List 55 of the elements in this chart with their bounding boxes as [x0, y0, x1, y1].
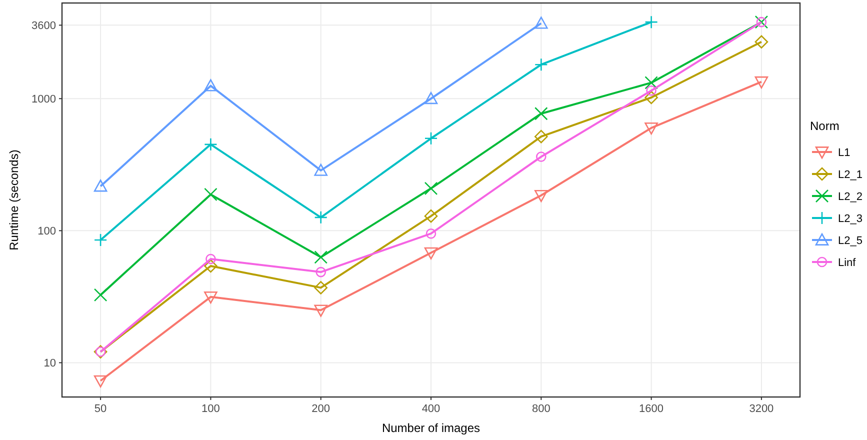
legend-label: L2_3	[838, 212, 862, 225]
point	[94, 375, 108, 388]
point	[206, 254, 216, 264]
point	[424, 182, 438, 196]
point	[314, 281, 328, 294]
x-tick-label: 1600	[639, 403, 664, 415]
point	[646, 85, 656, 96]
y-tick-label: 100	[38, 226, 56, 238]
point	[424, 132, 438, 146]
point	[536, 152, 546, 162]
point	[314, 304, 328, 317]
point	[644, 90, 658, 104]
point	[424, 247, 438, 260]
point	[534, 106, 548, 120]
point	[426, 228, 436, 239]
point	[644, 122, 658, 135]
point	[204, 291, 218, 304]
x-tick-label: 200	[312, 403, 330, 415]
legend-label: L1	[838, 146, 850, 159]
point	[204, 188, 218, 202]
point	[204, 79, 218, 92]
point	[314, 210, 328, 224]
legend-label: L2_1	[838, 168, 862, 181]
x-tick-label: 800	[532, 403, 550, 415]
point	[94, 288, 108, 302]
point	[534, 58, 548, 72]
x-tick-label: 3200	[749, 403, 774, 415]
y-tick-label: 3600	[32, 20, 56, 32]
point	[94, 180, 108, 192]
point	[534, 16, 548, 29]
point	[204, 259, 218, 273]
y-axis-title: Runtime (seconds)	[7, 150, 21, 250]
point	[424, 92, 438, 104]
x-tick-label: 50	[94, 403, 107, 415]
legend-label: L2_2	[838, 190, 862, 203]
point	[424, 209, 438, 223]
point	[314, 250, 328, 264]
point	[314, 164, 328, 176]
y-tick-label: 10	[44, 358, 56, 370]
point	[94, 233, 108, 247]
point	[754, 35, 768, 49]
point	[204, 138, 218, 152]
point	[534, 130, 548, 144]
x-tick-label: 100	[202, 403, 220, 415]
legend-label: L2_5	[838, 234, 862, 247]
legend-title: Norm	[810, 119, 840, 133]
y-tick-label: 1000	[32, 93, 56, 106]
x-axis-title: Number of images	[382, 421, 480, 435]
legend-label: Linf	[838, 256, 857, 269]
point	[644, 15, 658, 29]
x-tick-label: 400	[422, 403, 440, 415]
point	[644, 76, 658, 90]
point	[316, 266, 326, 278]
point	[534, 190, 548, 202]
point	[754, 76, 768, 88]
